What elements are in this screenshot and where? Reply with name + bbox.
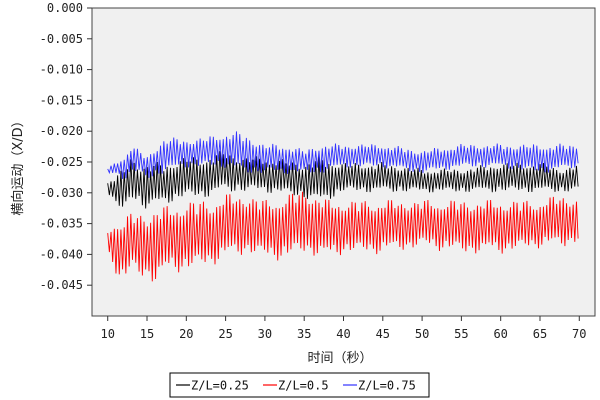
y-tick-label: -0.025 xyxy=(40,155,83,169)
x-tick-label: 35 xyxy=(297,327,311,341)
x-tick-label: 30 xyxy=(258,327,272,341)
x-tick-label: 15 xyxy=(140,327,154,341)
x-tick-label: 20 xyxy=(179,327,193,341)
x-tick-label: 65 xyxy=(533,327,547,341)
y-tick-label: -0.005 xyxy=(40,32,83,46)
series-line-3 xyxy=(107,131,579,179)
x-tick-label: 50 xyxy=(415,327,429,341)
x-tick-label: 60 xyxy=(493,327,507,341)
legend-items: Z/L=0.25 Z/L=0.5 Z/L=0.75 xyxy=(176,379,416,393)
y-tick-label: -0.010 xyxy=(40,63,83,77)
y-tick-label: -0.045 xyxy=(40,278,83,292)
y-axis: 0.000 -0.005 -0.010 -0.015 -0.020 -0.025 -0.03… xyxy=(40,1,92,292)
y-tick-label: -0.040 xyxy=(40,247,83,261)
x-tick-label: 25 xyxy=(218,327,232,341)
legend-label: Z/L=0.25 xyxy=(191,379,249,393)
legend: Z/L=0.25 Z/L=0.5 Z/L=0.75 xyxy=(169,372,430,398)
series-line-2 xyxy=(107,191,579,282)
legend-box xyxy=(169,372,430,398)
series-line-1 xyxy=(107,151,579,209)
x-tick-label: 10 xyxy=(100,327,114,341)
legend-label: Z/L=0.5 xyxy=(278,379,329,393)
y-tick-label: -0.030 xyxy=(40,186,83,200)
x-axis: 10 15 20 25 30 35 40 45 50 55 60 65 70 xyxy=(100,316,587,341)
x-axis-title: 时间（秒） xyxy=(307,351,372,366)
y-tick-label: -0.035 xyxy=(40,217,83,231)
y-axis-title: 横向运动（X/D） xyxy=(10,114,26,215)
series-layer xyxy=(107,131,579,282)
y-tick-label: 0.000 xyxy=(47,1,83,15)
x-tick-label: 40 xyxy=(336,327,350,341)
x-tick-label: 45 xyxy=(376,327,390,341)
x-tick-label: 70 xyxy=(572,327,586,341)
y-tick-label: -0.015 xyxy=(40,93,83,107)
y-tick-label: -0.020 xyxy=(40,124,83,138)
x-tick-label: 55 xyxy=(454,327,468,341)
legend-label: Z/L=0.75 xyxy=(358,379,416,393)
